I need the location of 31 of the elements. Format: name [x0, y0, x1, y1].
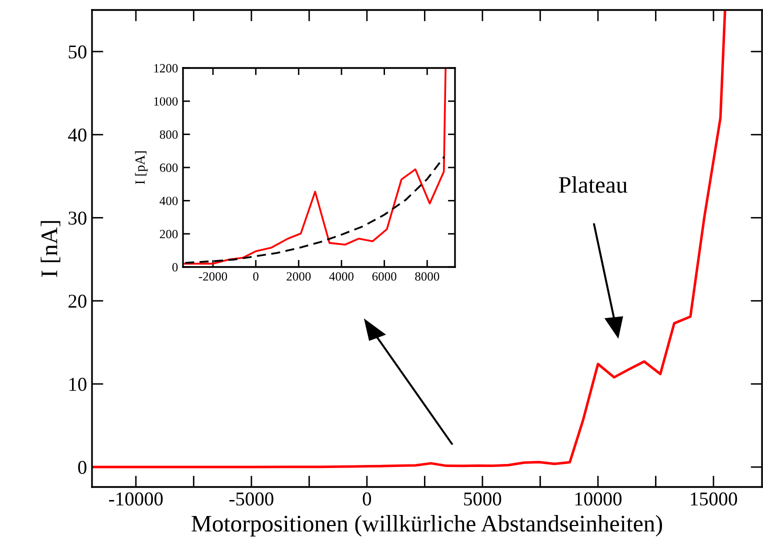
y-tick-label: 0 [78, 460, 86, 474]
y-tick-label: 10 [69, 378, 86, 391]
x-tick-label: -2000 [198, 272, 228, 281]
line-series [184, 68, 446, 265]
y-tick-label: 1000 [154, 97, 178, 106]
y-tick-label: 400 [160, 196, 178, 206]
y-tick-label: 800 [160, 130, 178, 139]
x-tick-label: 0 [253, 272, 258, 281]
x-tick-label: 5000 [464, 492, 502, 506]
y-tick-label: 0 [172, 263, 178, 272]
y-tick-label: 50 [68, 45, 86, 58]
y-tick-label: 20 [68, 294, 86, 308]
x-tick-label: 0 [362, 492, 372, 506]
x-axis-title: Motorpositionen (willkürliche Abstandseinheiten) [192, 515, 662, 536]
x-tick-label: 4000 [329, 272, 354, 281]
y-tick-label: 40 [68, 128, 86, 142]
annotation: Plateau [558, 176, 628, 193]
x-tick-label: -5000 [229, 492, 274, 506]
x-tick-label: 2000 [286, 272, 311, 281]
line-series [93, 10, 726, 468]
y-axis-title: I [nA] [40, 221, 60, 277]
y-axis-title: I [pA] [134, 151, 148, 184]
x-tick-label: 8000 [415, 272, 440, 281]
y-tick-label: 200 [160, 230, 178, 238]
x-tick-label: 6000 [372, 272, 396, 281]
x-tick-label: -10000 [109, 492, 163, 506]
y-tick-label: 30 [68, 212, 86, 225]
x-tick-label: 15000 [690, 492, 738, 506]
x-tick-label: 10000 [575, 492, 622, 506]
y-tick-label: 1200 [154, 64, 178, 72]
y-tick-label: 600 [160, 164, 178, 172]
